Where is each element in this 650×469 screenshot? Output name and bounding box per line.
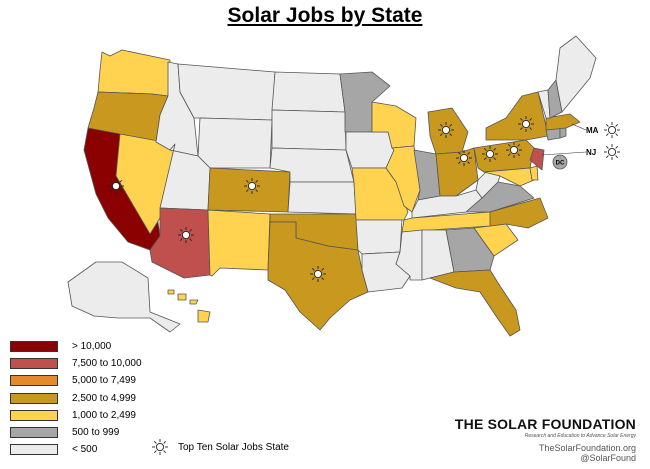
brand-block: THE SOLAR FOUNDATION Research and Educat… — [455, 416, 636, 463]
sun-icon-new-york — [517, 115, 535, 133]
state-rhode-island — [559, 127, 567, 139]
sun-icon-texas — [309, 265, 327, 283]
sun-icon-arizona — [177, 226, 195, 244]
state-montana — [177, 63, 276, 121]
state-kansas — [287, 181, 357, 215]
legend-swatch — [10, 392, 58, 404]
top-ten-legend: Top Ten Solar Jobs State — [150, 437, 289, 457]
brand-handle: @SolarFound — [580, 453, 636, 463]
state-florida — [429, 269, 521, 337]
sun-icon — [151, 438, 169, 456]
legend-swatch — [10, 375, 58, 387]
legend-swatch — [10, 358, 58, 370]
state-north-carolina — [489, 197, 549, 229]
legend-item: 7,500 to 10,000 — [10, 355, 142, 372]
legend-label: 5,000 to 7,499 — [72, 375, 136, 387]
legend-item: < 500 — [10, 441, 142, 458]
state-arkansas — [355, 219, 403, 255]
top-ten-label: Top Ten Solar Jobs State — [178, 441, 289, 453]
ma-leader-line — [571, 123, 587, 131]
legend-swatch — [10, 409, 58, 421]
legend-label: < 500 — [72, 444, 98, 456]
state-pennsylvania — [473, 139, 535, 173]
legend-swatch — [10, 427, 58, 439]
legend-label: 7,500 to 10,000 — [72, 358, 142, 370]
sun-icon-colorado — [243, 177, 261, 195]
state-georgia — [445, 227, 495, 273]
state-new-york — [485, 91, 549, 141]
sun-icon-pennsylvania — [481, 145, 499, 163]
map-title: Solar Jobs by State — [227, 4, 423, 27]
legend-label: 1,000 to 2,499 — [72, 409, 136, 421]
state-ohio — [435, 147, 479, 197]
ma-callout-label: MA — [586, 126, 599, 135]
dc-label: DC — [556, 161, 565, 167]
state-delaware — [529, 165, 539, 181]
legend-swatch — [10, 444, 58, 456]
legend-item: 500 to 999 — [10, 424, 142, 441]
state-washington — [97, 49, 171, 97]
sun-icon-ohio — [455, 149, 473, 167]
legend-label: 500 to 999 — [72, 427, 120, 439]
state-maine — [555, 35, 597, 113]
legend-item: 1,000 to 2,499 — [10, 407, 142, 424]
state-wyoming — [197, 117, 273, 169]
state-hawaii-2 — [177, 293, 187, 301]
dc-marker — [552, 154, 568, 170]
sun-icon-north-carolina — [505, 141, 523, 159]
sun-icon-michigan — [437, 121, 455, 139]
state-alaska — [67, 261, 181, 333]
brand-logo: THE SOLAR FOUNDATION — [454, 416, 636, 432]
state-maryland — [483, 167, 535, 187]
state-colorado — [207, 167, 291, 213]
legend-label: > 10,000 — [72, 341, 112, 353]
state-hawaii-3 — [189, 299, 199, 305]
state-new-jersey — [529, 147, 545, 171]
state-massachusetts — [545, 113, 581, 131]
sun-icon-california — [107, 177, 125, 195]
legend-item: 2,500 to 4,999 — [10, 390, 142, 407]
sun-icon-new-jersey — [603, 143, 621, 161]
state-north-dakota — [271, 71, 346, 113]
state-hawaii-4 — [197, 309, 211, 323]
nj-leader-line — [541, 151, 587, 156]
legend-item: 5,000 to 7,499 — [10, 372, 142, 389]
state-hawaii-1 — [167, 289, 175, 295]
state-new-mexico — [207, 209, 271, 277]
legend: > 10,000 7,500 to 10,000 5,000 to 7,499 … — [10, 338, 142, 458]
state-south-dakota — [271, 109, 347, 151]
sun-icon-massachusetts — [603, 121, 621, 139]
legend-swatch — [10, 341, 58, 353]
legend-label: 2,500 to 4,999 — [72, 392, 136, 404]
state-iowa — [345, 131, 395, 169]
brand-url: TheSolarFoundation.org — [538, 443, 636, 453]
nj-callout-label: NJ — [586, 148, 597, 157]
brand-tagline: Research and Education to Advance Solar … — [524, 433, 636, 439]
legend-item: > 10,000 — [10, 338, 142, 355]
